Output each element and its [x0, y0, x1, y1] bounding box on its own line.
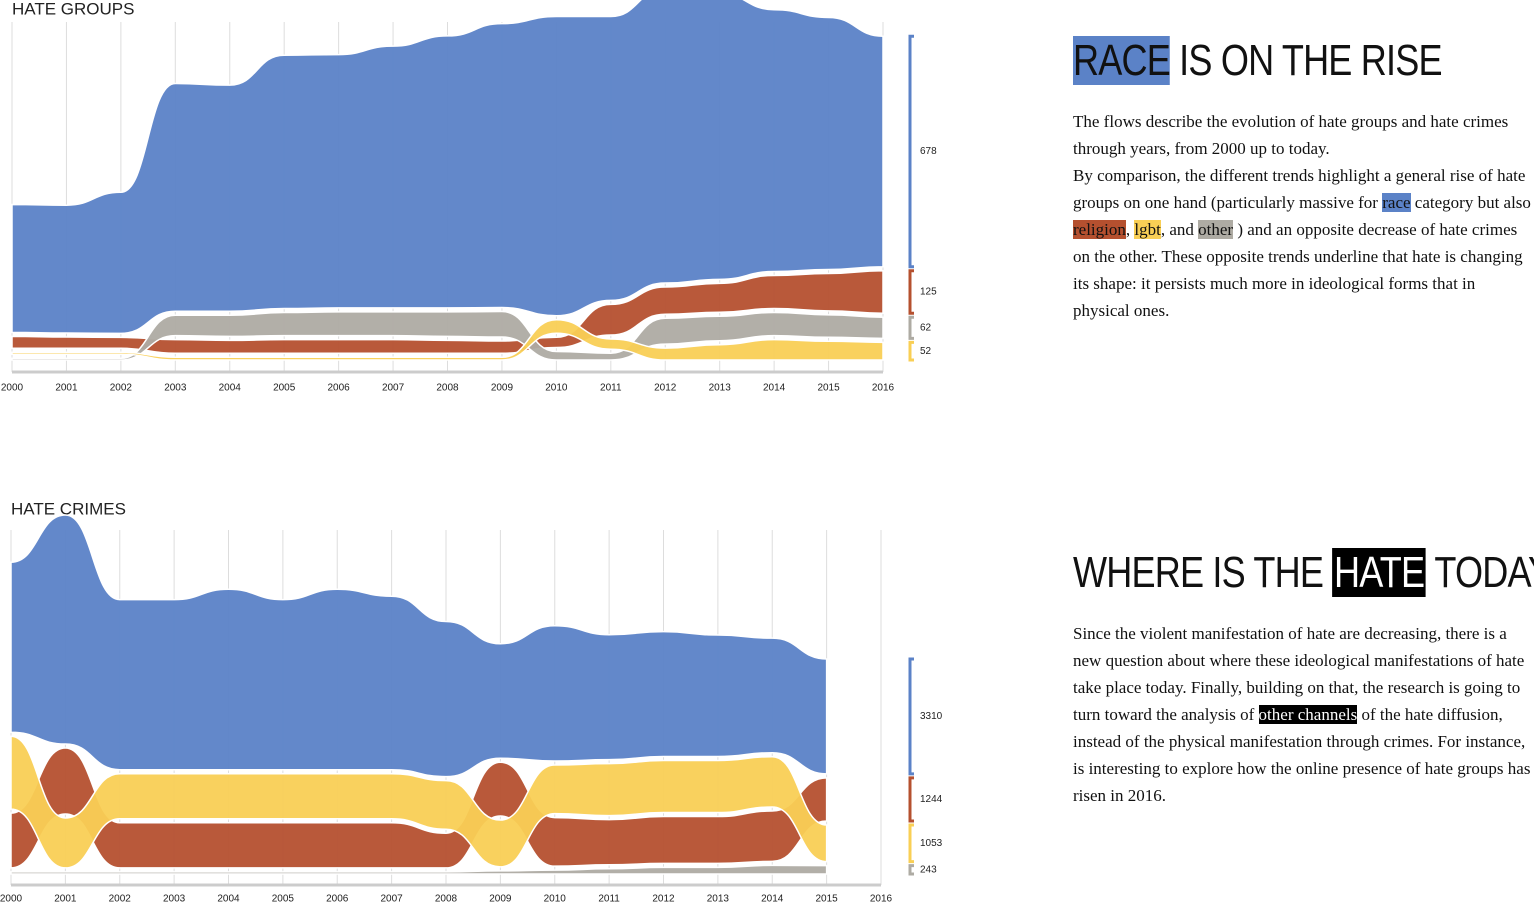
stream — [10, 747, 828, 869]
end-bracket — [908, 315, 914, 340]
x-tick-label: 2004 — [217, 894, 240, 905]
x-tick-label: 2012 — [652, 894, 675, 905]
stream — [10, 735, 828, 869]
x-tick-label: 2000 — [0, 894, 23, 905]
end-bracket — [908, 657, 914, 776]
text: , and — [1160, 220, 1199, 239]
heading-text: WHERE IS THE — [1073, 548, 1333, 597]
chart-title: HATE GROUPS — [12, 0, 134, 18]
x-tick-label: 2004 — [219, 383, 242, 394]
x-tick-label: 2016 — [870, 894, 893, 905]
stream — [11, 0, 884, 335]
text: By comparison, the different trends high… — [1073, 166, 1526, 212]
x-tick-label: 2001 — [54, 894, 77, 905]
x-tick-label: 2013 — [707, 894, 730, 905]
heading: RACE IS ON THE RISE — [1073, 36, 1450, 86]
x-tick-label: 2010 — [544, 894, 567, 905]
highlight: lgbt — [1134, 220, 1161, 239]
end-label: 3310 — [920, 711, 943, 722]
text: , — [1125, 220, 1135, 239]
stream — [11, 269, 884, 355]
x-tick-label: 2010 — [545, 383, 568, 394]
x-tick-label: 2007 — [382, 383, 405, 394]
paragraph: Since the violent manifestation of hate … — [1073, 620, 1533, 809]
article: RACE IS ON THE RISE The flows describe t… — [1073, 36, 1533, 324]
stream — [10, 864, 828, 875]
end-bracket — [908, 776, 914, 823]
end-label: 52 — [920, 346, 932, 357]
highlight: other channels — [1258, 705, 1358, 724]
heading-text: TODAY? — [1434, 548, 1534, 597]
end-bracket — [908, 340, 914, 362]
end-label: 62 — [920, 322, 932, 333]
text: The flows describe the evolution of hate… — [1073, 112, 1509, 158]
x-tick-label: 2002 — [109, 894, 132, 905]
end-label: 1053 — [920, 838, 943, 849]
heading-highlight: RACE — [1073, 36, 1171, 85]
x-tick-label: 2015 — [817, 383, 840, 394]
text: category but also — [1410, 193, 1531, 212]
charts: HATE GROUPS 2000 2001 2002 2003 2004 2005 2006 2… — [0, 0, 943, 905]
x-tick-label: 2008 — [436, 383, 459, 394]
text: of the hate diffusion, instead of the ph… — [1073, 705, 1531, 805]
x-tick-label: 2015 — [816, 894, 839, 905]
end-bracket — [908, 269, 914, 315]
end-label: 243 — [920, 864, 937, 875]
x-tick-label: 2002 — [110, 383, 133, 394]
x-tick-label: 2011 — [600, 383, 622, 394]
highlight: religion — [1073, 220, 1126, 239]
x-tick-label: 2014 — [763, 383, 786, 394]
article: WHERE IS THE HATE TODAY? Since the viole… — [1073, 548, 1534, 809]
highlight: race — [1382, 193, 1411, 212]
text: ) and an opposite decrease of hate crime… — [1073, 220, 1523, 320]
x-tick-label: 2001 — [55, 383, 78, 394]
end-bracket — [908, 34, 914, 269]
heading: WHERE IS THE HATE TODAY? — [1073, 548, 1534, 598]
x-tick-label: 2003 — [163, 894, 186, 905]
end-bracket — [908, 823, 914, 864]
x-tick-label: 2006 — [328, 383, 351, 394]
x-tick-label: 2005 — [272, 894, 295, 905]
heading-highlight: HATE — [1332, 548, 1426, 597]
x-tick-label: 2007 — [381, 894, 404, 905]
x-tick-label: 2016 — [872, 383, 895, 394]
stream — [11, 310, 884, 361]
paragraph: The flows describe the evolution of hate… — [1073, 108, 1533, 324]
x-tick-label: 2014 — [761, 894, 784, 905]
heading-text: IS ON THE RISE — [1169, 36, 1442, 85]
x-tick-label: 2000 — [1, 383, 24, 394]
x-tick-label: 2005 — [273, 383, 296, 394]
x-tick-label: 2011 — [598, 894, 620, 905]
stream — [11, 318, 884, 361]
x-tick-label: 2003 — [164, 383, 187, 394]
x-tick-label: 2008 — [435, 894, 458, 905]
end-label: 678 — [920, 146, 937, 157]
x-tick-label: 2009 — [491, 383, 514, 394]
x-tick-label: 2013 — [709, 383, 732, 394]
chart-title: HATE CRIMES — [11, 499, 126, 518]
stream — [10, 514, 828, 778]
x-tick-label: 2009 — [489, 894, 512, 905]
x-tick-label: 2012 — [654, 383, 677, 394]
text: Since the violent manifestation of hate … — [1073, 624, 1525, 724]
end-bracket — [908, 864, 914, 876]
x-tick-label: 2006 — [326, 894, 349, 905]
end-label: 1244 — [920, 794, 943, 805]
highlight: other — [1198, 220, 1234, 239]
end-label: 125 — [920, 287, 937, 298]
